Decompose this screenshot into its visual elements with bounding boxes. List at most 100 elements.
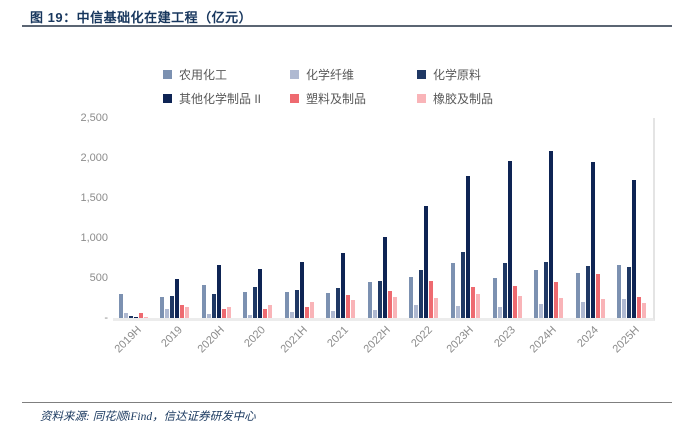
- x-tick-label: 2021H: [278, 324, 310, 356]
- y-tick-label: 2,000: [80, 152, 108, 164]
- bar-农用化工: [492, 278, 497, 318]
- bar-其他化学制品 II: [590, 162, 595, 318]
- bar-塑料及制品: [637, 297, 642, 318]
- bar-化学原料: [419, 270, 424, 318]
- bar-橡胶及制品: [351, 300, 356, 318]
- bar-农用化工: [201, 285, 206, 318]
- bar-橡胶及制品: [559, 298, 564, 318]
- y-tick-label: 1,000: [80, 232, 108, 244]
- bar-其他化学制品 II: [216, 265, 221, 318]
- bar-化学原料: [336, 288, 341, 318]
- bar-化学原料: [627, 267, 632, 318]
- bar-塑料及制品: [429, 281, 434, 318]
- bar-农用化工: [160, 297, 165, 318]
- y-tick-label: 500: [89, 272, 108, 284]
- bar-橡胶及制品: [309, 302, 314, 318]
- x-tick-label: 2020H: [195, 324, 227, 356]
- bar-橡胶及制品: [517, 296, 522, 318]
- bar-group: 2024H: [528, 118, 564, 355]
- legend-row: 其他化学制品 II 塑料及制品 橡胶及制品: [163, 86, 583, 110]
- x-tick-label: 2021: [325, 324, 352, 350]
- bar-group: 2024: [575, 118, 606, 350]
- chart-legend: 农用化工 化学纤维 化学原料 其他化学制品 II 塑料及制品 橡胶及制品: [163, 62, 583, 110]
- bar-塑料及制品: [387, 291, 392, 318]
- legend-swatch-icon: [417, 69, 426, 79]
- bar-化学原料: [461, 252, 466, 318]
- bar-橡胶及制品: [268, 305, 273, 318]
- bar-化学原料: [585, 266, 590, 318]
- legend-item: 塑料及制品: [290, 90, 417, 107]
- bar-其他化学制品 II: [175, 279, 180, 318]
- legend-label: 塑料及制品: [306, 91, 367, 106]
- bar-group: 2021H: [278, 118, 315, 355]
- x-tick-label: 2023: [491, 324, 518, 350]
- legend-swatch-icon: [290, 69, 299, 79]
- bar-group: 2025H: [611, 118, 647, 355]
- bar-橡胶及制品: [143, 317, 148, 318]
- x-tick-label: 2023H: [444, 324, 477, 356]
- bar-农用化工: [575, 273, 580, 318]
- x-tick-label: 2025H: [610, 324, 643, 356]
- bar-group: 2020: [243, 118, 273, 350]
- legend-swatch-icon: [290, 93, 299, 103]
- legend-item: 农用化工: [163, 66, 290, 83]
- legend-row: 农用化工 化学纤维 化学原料: [163, 62, 583, 86]
- bar-农用化工: [326, 293, 331, 318]
- bar-橡胶及制品: [476, 294, 481, 318]
- bar-化学原料: [253, 287, 258, 318]
- bar-塑料及制品: [138, 313, 143, 318]
- bar-塑料及制品: [471, 287, 476, 318]
- bar-农用化工: [118, 294, 123, 318]
- bar-塑料及制品: [263, 309, 268, 318]
- bar-其他化学制品 II: [299, 262, 304, 318]
- bar-group: 2020H: [195, 118, 232, 355]
- bar-农用化工: [451, 263, 456, 318]
- bar-化学纤维: [165, 309, 170, 318]
- bar-其他化学制品 II: [133, 317, 138, 318]
- legend-swatch-icon: [163, 69, 172, 79]
- bar-化学纤维: [331, 311, 336, 318]
- bar-group: 2022H: [362, 118, 398, 355]
- bar-化学纤维: [248, 315, 253, 318]
- bar-group: 2019H: [112, 118, 149, 355]
- x-tick-label: 2019H: [112, 324, 144, 356]
- bar-塑料及制品: [304, 307, 309, 318]
- x-tick-label: 2020: [242, 324, 269, 350]
- bar-其他化学制品 II: [466, 176, 471, 318]
- bar-橡胶及制品: [434, 298, 439, 318]
- y-tick-label: 1,500: [80, 192, 108, 204]
- bar-化学原料: [377, 281, 382, 318]
- legend-swatch-icon: [417, 93, 426, 103]
- bar-化学纤维: [456, 306, 461, 318]
- bar-橡胶及制品: [600, 299, 605, 318]
- bar-农用化工: [534, 270, 539, 318]
- bar-塑料及制品: [595, 274, 600, 318]
- bar-group: 2023: [492, 118, 523, 350]
- bar-化学纤维: [497, 307, 502, 318]
- source-note: 资料来源: 同花顺iFind，信达证券研发中心: [40, 411, 256, 423]
- bar-化学纤维: [580, 302, 585, 318]
- legend-label: 其他化学制品 II: [179, 91, 262, 106]
- bar-化学纤维: [539, 304, 544, 318]
- bar-化学原料: [211, 294, 216, 318]
- legend-label: 化学原料: [433, 67, 482, 82]
- bar-塑料及制品: [221, 309, 226, 318]
- bar-化学纤维: [206, 314, 211, 318]
- bar-其他化学制品 II: [258, 269, 263, 318]
- bar-化学原料: [544, 262, 549, 318]
- title-divider: [22, 25, 672, 27]
- legend-label: 化学纤维: [306, 67, 355, 82]
- bar-化学原料: [502, 263, 507, 318]
- bar-其他化学制品 II: [424, 206, 429, 318]
- bar-其他化学制品 II: [341, 253, 346, 318]
- bar-化学原料: [128, 316, 133, 318]
- bar-塑料及制品: [346, 295, 351, 318]
- bar-塑料及制品: [512, 286, 517, 318]
- legend-item: 其他化学制品 II: [163, 90, 290, 107]
- bar-化学纤维: [372, 310, 377, 318]
- legend-item: 化学原料: [417, 66, 544, 83]
- bar-group: 2022: [409, 118, 439, 350]
- plot-area: 2019H 2019 2020H 2020 2021H 2021 2022H 2022 2023…: [112, 118, 655, 355]
- bar-农用化工: [367, 282, 372, 318]
